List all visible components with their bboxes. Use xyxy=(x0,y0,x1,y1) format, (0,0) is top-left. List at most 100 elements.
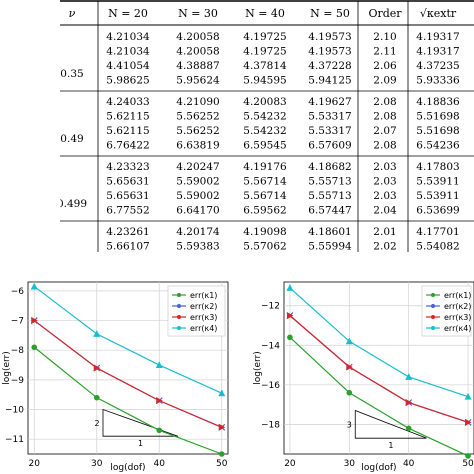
table-cell: 5.51698 xyxy=(416,125,459,137)
header-cell: N = 50 xyxy=(310,7,350,20)
table-cell: 5.65631 xyxy=(106,190,149,202)
table-cell: 5.55713 xyxy=(308,176,351,188)
table-cell: 4.20083 xyxy=(243,96,286,108)
table-cell: 5.55994 xyxy=(308,241,352,253)
header-cell: √κextr xyxy=(420,7,457,20)
error-plot-right: 20 30 40 50 −12 −14 −16 −18 log(dof) log(err) 3 1 er… xyxy=(253,281,474,473)
table-cell: 4.20058 xyxy=(176,31,219,43)
series-line xyxy=(289,336,469,457)
y-tick-label: −14 xyxy=(261,341,280,351)
table-cell: 2.02 xyxy=(373,241,396,253)
table-cell: 4.19725 xyxy=(243,31,286,43)
table-cell: 4.23323 xyxy=(106,161,149,173)
data-point xyxy=(155,361,163,369)
table-cell: 5.62115 xyxy=(106,111,149,123)
table-cell: 4.19627 xyxy=(308,96,351,108)
table-cell: 5.53317 xyxy=(308,125,351,137)
table-cell: 2.04 xyxy=(373,205,397,217)
y-tick-label: −8 xyxy=(11,346,25,356)
data-point xyxy=(405,425,412,432)
legend-marker xyxy=(431,293,435,297)
data-point xyxy=(465,453,471,459)
data-point xyxy=(31,344,38,351)
y-tick-label: −11 xyxy=(5,435,24,445)
y-axis-label: log(err) xyxy=(2,351,12,385)
table-cell: 5.93336 xyxy=(416,75,460,87)
table-cell: 4.41054 xyxy=(106,60,150,72)
table-cell: 4.19573 xyxy=(308,46,351,58)
table-cell: 4.37235 xyxy=(416,60,459,72)
table-cell: 6.57447 xyxy=(308,205,351,217)
data-point xyxy=(405,373,413,380)
legend-label: err(κ3) xyxy=(190,313,217,322)
table-cell: 4.19098 xyxy=(243,226,286,238)
table-cell: 5.51698 xyxy=(416,111,459,123)
x-tick-label: 50 xyxy=(216,459,228,469)
table-cell: 5.62115 xyxy=(106,125,149,137)
table-cell: 5.59002 xyxy=(176,190,219,202)
table-cell: 5.54232 xyxy=(243,125,286,137)
table-cell: 2.03 xyxy=(373,161,396,173)
table-cell: 4.37814 xyxy=(243,60,287,72)
table-cell: 4.21090 xyxy=(176,96,219,108)
slope-triangle xyxy=(102,408,179,437)
table-cell: 4.18601 xyxy=(308,226,351,238)
table-cell: 6.54236 xyxy=(416,140,460,152)
slope-rise-label: 2 xyxy=(94,419,99,428)
table-cell: 4.24033 xyxy=(106,96,149,108)
table-cell: 4.18682 xyxy=(308,161,351,173)
data-point xyxy=(218,451,225,457)
slope-run-label: 1 xyxy=(138,439,143,448)
series-line xyxy=(33,320,222,428)
table-cell: 5.98625 xyxy=(106,75,149,87)
table-cell: 2.06 xyxy=(373,60,397,72)
nu-label: 0.49 xyxy=(60,133,83,145)
table-cell: 4.38887 xyxy=(176,60,219,72)
y-tick-label: −7 xyxy=(11,317,24,327)
data-point xyxy=(287,334,293,341)
series-line xyxy=(289,287,469,398)
table-cell: 5.54082 xyxy=(416,241,459,253)
table-cell: 4.23261 xyxy=(106,226,149,238)
data-point xyxy=(93,330,101,337)
table-cell: 5.59002 xyxy=(176,176,219,188)
header-cell: Order xyxy=(368,7,402,20)
table-cell: 4.19317 xyxy=(416,46,459,58)
table-cell: 5.94125 xyxy=(308,75,351,87)
x-tick-label: 20 xyxy=(284,459,296,469)
y-tick-label: −16 xyxy=(261,381,280,391)
legend-marker xyxy=(177,315,181,319)
data-point xyxy=(156,427,163,434)
table-cell: 2.07 xyxy=(373,125,396,137)
header-cell: N = 30 xyxy=(178,7,218,20)
data-point xyxy=(346,363,353,371)
table-cell: 2.08 xyxy=(373,96,396,108)
data-point xyxy=(156,397,163,405)
table-cell: 5.55713 xyxy=(308,190,351,202)
slope-rise-label: 3 xyxy=(347,420,352,429)
table-cell: 6.63819 xyxy=(176,140,219,152)
table-cell: 4.19317 xyxy=(416,31,459,43)
legend-label: err(κ1) xyxy=(190,291,217,300)
table-cell: 2.08 xyxy=(373,111,396,123)
legend-label: err(κ1) xyxy=(444,291,471,300)
eigenvalue-table: ν N = 20 N = 30 N = 40 N = 50 Order √κextr 4.21… xyxy=(60,0,474,252)
legend-label: err(κ2) xyxy=(444,302,471,311)
table-cell: 2.09 xyxy=(373,75,396,87)
table-cell: 4.18836 xyxy=(416,96,460,108)
data-point xyxy=(346,389,353,396)
table-cell: 2.03 xyxy=(373,176,396,188)
table-cell: 6.53699 xyxy=(416,205,459,217)
legend-label: err(κ4) xyxy=(444,324,471,333)
table-cell: 5.57062 xyxy=(243,241,286,253)
table-cell: 5.56252 xyxy=(176,111,219,123)
legend-marker xyxy=(177,304,181,308)
table-cell: 2.03 xyxy=(373,190,396,202)
table-cell: 4.37228 xyxy=(308,60,351,72)
y-tick-label: −10 xyxy=(5,406,24,416)
data-point xyxy=(405,399,413,407)
y-tick-label: −6 xyxy=(11,287,25,297)
x-axis-label: log(dof) xyxy=(361,463,396,473)
table-cell: 6.77552 xyxy=(106,205,149,217)
y-tick-label: −9 xyxy=(11,376,25,386)
